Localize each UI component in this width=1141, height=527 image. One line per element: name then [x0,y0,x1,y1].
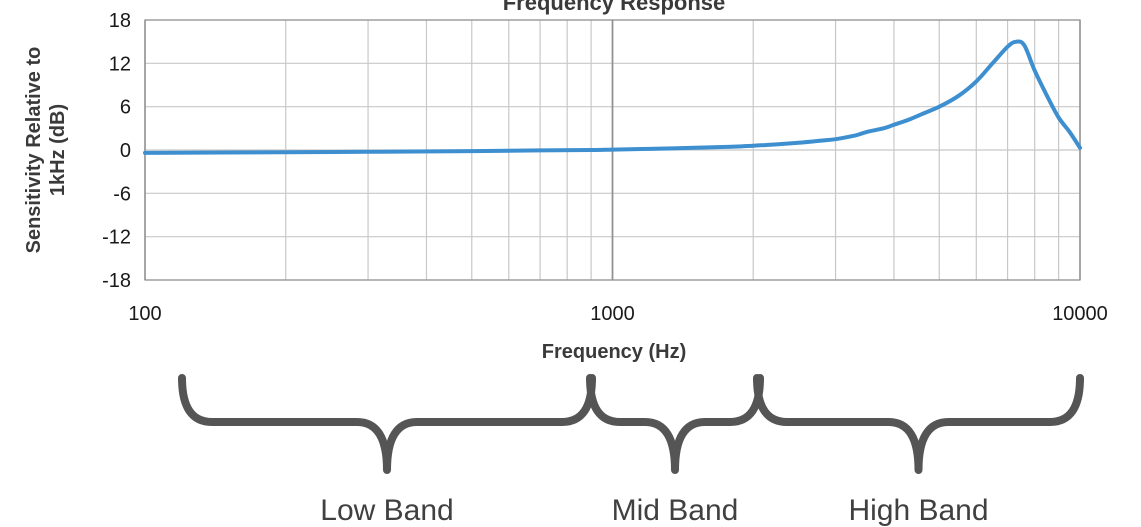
plot-frame [144,19,1081,281]
y-tick-label: -12 [102,227,131,249]
band-label: Mid Band [612,494,739,527]
band-label: High Band [848,494,988,527]
y-axis-title-line2: 1kHz (dB) [47,104,69,196]
y-tick-label: 6 [120,97,131,119]
x-axis-title: Frequency (Hz) [542,341,686,363]
x-tick-labels: 100 1000 10000 [128,303,1108,325]
y-tick-label: 12 [109,53,131,75]
y-axis-title-line1: Sensitivity Relative to [23,47,45,254]
y-tick-label: -6 [113,183,131,205]
x-tick-label: 10000 [1052,303,1108,325]
axes [144,19,1081,281]
band-brackets: Low Band Mid Band High Band [178,374,1084,527]
y-tick-label: 18 [109,10,131,32]
y-tick-label: 0 [120,140,131,162]
chart-title: Frequency Response [503,0,726,15]
x-tick-label: 100 [128,303,161,325]
band-bracket [178,374,596,474]
band-bracket [586,374,764,474]
y-tick-labels: 18 12 6 0 -6 -12 -18 [102,10,131,292]
series-line [143,39,1082,155]
x-tick-label: 1000 [590,303,635,325]
band-bracket [753,374,1084,474]
band-label: Low Band [320,494,453,527]
y-tick-label: -18 [102,270,131,292]
